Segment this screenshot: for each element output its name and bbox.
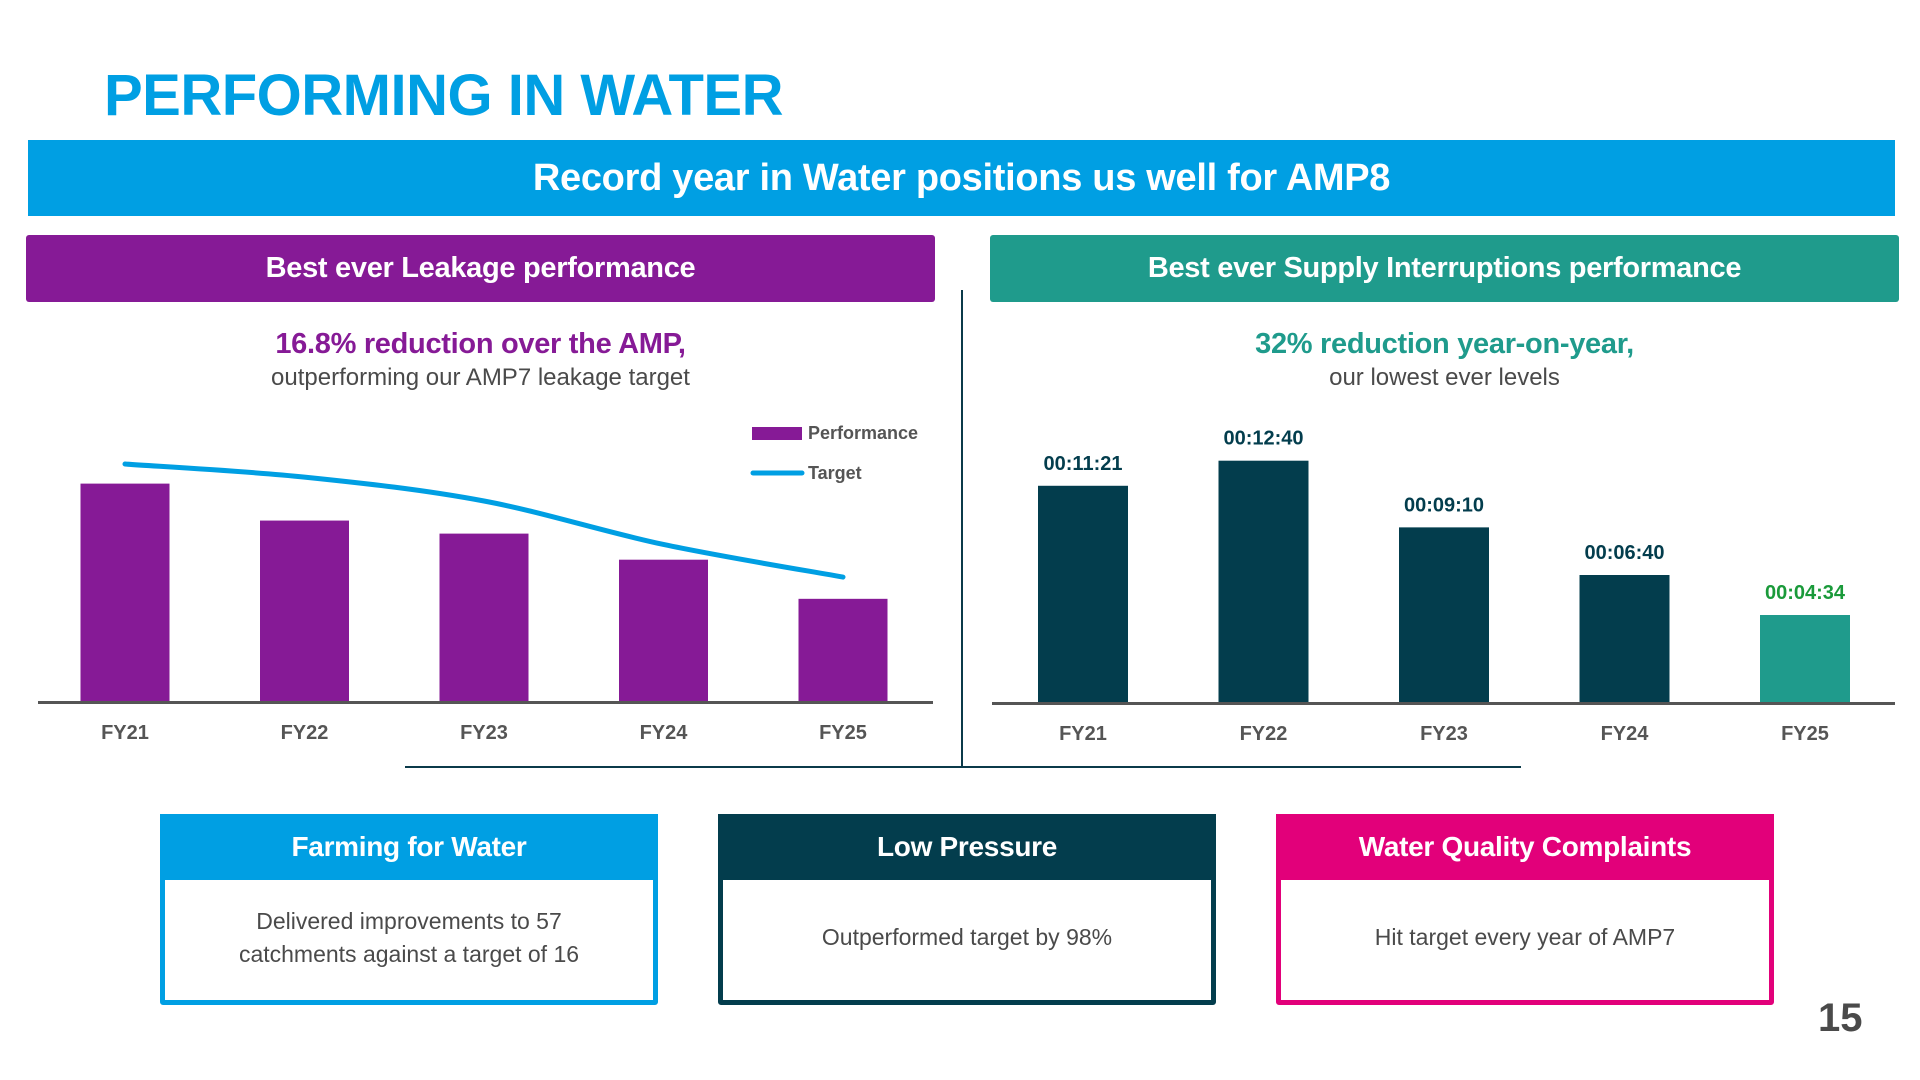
supply-bar-fy25 bbox=[1760, 615, 1850, 702]
legend-target-label: Target bbox=[808, 463, 862, 483]
card-body: Hit target every year of AMP7 bbox=[1374, 924, 1676, 951]
card-title: Low Pressure bbox=[718, 814, 1216, 880]
leakage-x-tick-label: FY23 bbox=[460, 722, 508, 744]
banner-text: Record year in Water positions us well f… bbox=[532, 156, 1391, 199]
card-water-quality-complaints: Water Quality Complaints Hit target ever… bbox=[1276, 814, 1774, 1005]
card-title: Farming for Water bbox=[160, 814, 658, 880]
card-low-pressure: Low Pressure Outperformed target by 98% bbox=[718, 814, 1216, 1005]
leakage-panel-header: Best ever Leakage performance bbox=[26, 235, 935, 302]
page-title: PERFORMING IN WATER bbox=[104, 63, 783, 128]
leakage-bar-fy24 bbox=[619, 559, 708, 701]
card-farming-for-water: Farming for Water Delivered improvements… bbox=[160, 814, 658, 1005]
supply-headline: 32% reduction year-on-year, bbox=[1255, 328, 1634, 360]
supply-x-tick-label: FY25 bbox=[1781, 723, 1829, 745]
panel-divider-horizontal bbox=[405, 766, 1521, 768]
leakage-x-tick-label: FY25 bbox=[819, 722, 867, 744]
supply-bar-fy23 bbox=[1399, 527, 1489, 702]
leakage-x-tick-label: FY24 bbox=[640, 722, 689, 744]
leakage-bar-fy21 bbox=[80, 483, 170, 701]
card-body: Outperformed target by 98% bbox=[821, 924, 1113, 951]
supply-data-label: 00:06:40 bbox=[1584, 542, 1664, 564]
legend-performance-label: Performance bbox=[808, 423, 918, 443]
supply-x-tick-label: FY24 bbox=[1601, 723, 1650, 745]
supply-data-label: 00:12:40 bbox=[1223, 428, 1303, 450]
supply-bar-fy22 bbox=[1218, 460, 1309, 702]
leakage-subline: outperforming our AMP7 leakage target bbox=[271, 364, 690, 391]
leakage-bar-fy22 bbox=[260, 520, 349, 701]
leakage-target-line bbox=[122, 461, 846, 580]
supply-x-tick-label: FY22 bbox=[1240, 723, 1288, 745]
headline-banner: Record year in Water positions us well f… bbox=[28, 140, 1895, 216]
supply-panel-header: Best ever Supply Interruptions performan… bbox=[990, 235, 1899, 302]
panel-divider-vertical bbox=[961, 290, 963, 766]
supply-subline: our lowest ever levels bbox=[1329, 364, 1560, 391]
supply-bar-fy24 bbox=[1579, 575, 1670, 702]
leakage-headline: 16.8% reduction over the AMP, bbox=[275, 328, 686, 360]
leakage-x-tick-label: FY22 bbox=[281, 722, 329, 744]
legend-performance-swatch bbox=[752, 427, 802, 440]
supply-data-label: 00:09:10 bbox=[1404, 494, 1484, 516]
leakage-x-tick-label: FY21 bbox=[101, 722, 149, 744]
supply-data-label: 00:04:34 bbox=[1765, 582, 1846, 604]
supply-bar-fy21 bbox=[1038, 485, 1128, 702]
card-title: Water Quality Complaints bbox=[1276, 814, 1774, 880]
supply-data-label: 00:11:21 bbox=[1044, 453, 1123, 475]
page-number: 15 bbox=[1818, 996, 1863, 1040]
supply-x-tick-label: FY23 bbox=[1420, 723, 1468, 745]
card-body: Delivered improvements to 57 catchments … bbox=[238, 908, 580, 967]
leakage-bar-fy25 bbox=[798, 598, 888, 701]
leakage-bar-fy23 bbox=[439, 533, 529, 701]
supply-x-tick-label: FY21 bbox=[1059, 723, 1107, 745]
